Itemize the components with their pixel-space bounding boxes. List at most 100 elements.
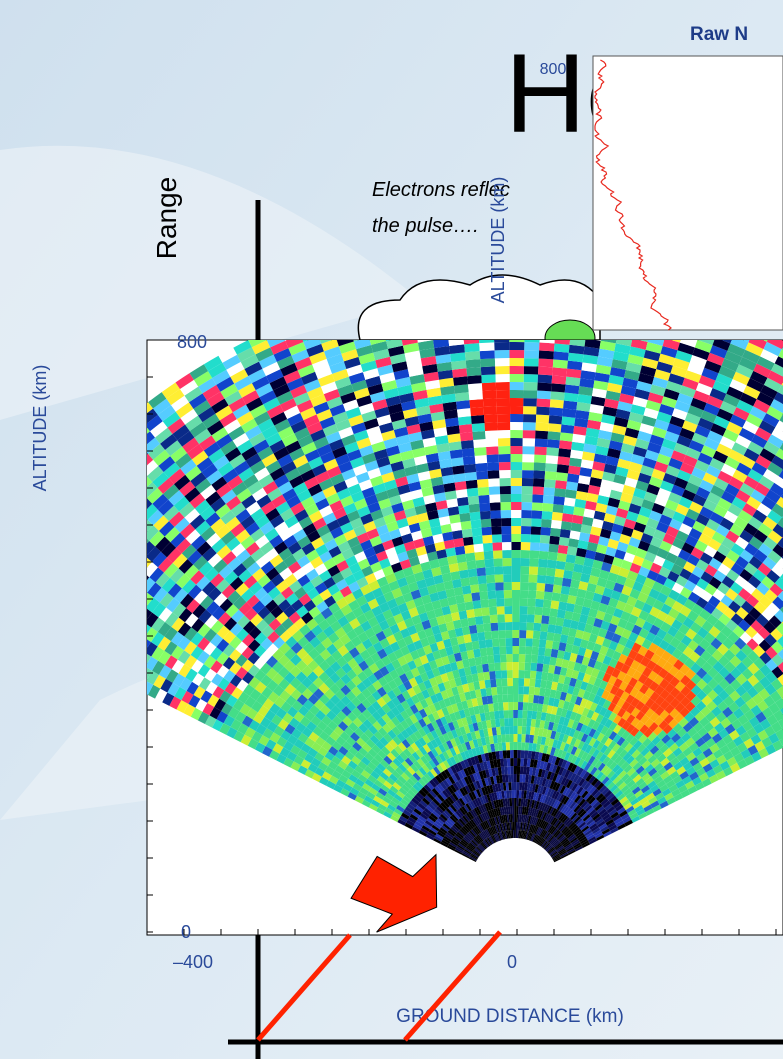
fan-cell [474,544,484,553]
fan-cell [510,750,514,758]
fan-cell [557,456,570,465]
fan-cell [487,583,496,592]
fan-cell [470,584,479,593]
fan-cell [510,446,522,454]
fan-cell [514,766,517,774]
fan-cell [531,663,538,671]
fan-cell [507,662,513,670]
fan-cell [569,587,579,596]
fan-cell [512,622,519,630]
fan-cell [533,631,541,640]
fan-cell [542,664,549,673]
fan-cell [522,726,527,734]
fan-cell [545,584,554,593]
fan-cell [467,560,477,569]
fan-cell [488,470,500,479]
fan-cell [502,686,508,694]
fan-cell [455,595,464,604]
fan-cell [505,630,512,638]
fan-cell [470,512,481,521]
fan-cell [494,558,503,566]
fan-cell [489,671,496,680]
fan-cell [482,390,496,399]
fan-cell [495,358,510,366]
fan-cell [481,656,488,665]
fan-cell [510,398,524,406]
fan-cell [521,518,531,526]
fan-cell [538,359,553,368]
fan-cell [518,686,524,694]
fan-cell [507,670,513,678]
fan-cell [539,351,554,360]
fan-cell [475,551,485,560]
fan-cell [524,342,539,350]
fan-cell [544,479,556,488]
fan-cell [543,656,550,665]
fan-cell [465,472,477,481]
fan-cell [547,560,557,569]
fan-cell [511,494,522,502]
fan-cell [566,481,578,491]
fan-cell [521,526,531,534]
fan-cell [486,446,498,455]
fan-cell [485,430,498,439]
fan-cell [512,574,521,582]
fan-cell [533,486,544,495]
fan-cell [481,366,496,375]
fan-cell [510,382,524,390]
fan-cell [572,571,582,581]
fan-cell [512,814,514,822]
fan-cell [556,617,565,626]
fan-cell [570,450,583,460]
fan-cell [559,440,572,449]
fan-cell [548,616,556,625]
fan-cell [561,424,575,433]
fan-cell [468,568,478,577]
fan-cell [512,590,520,598]
fan-cell [485,567,494,576]
fan-cell [450,571,460,581]
fan-cell [532,647,539,656]
fan-cell [509,726,513,734]
fan-cell [513,678,519,686]
fan-cell [500,662,506,670]
fan-cell [492,542,502,550]
fan-cell [503,702,508,710]
fan-cell [537,575,546,584]
fan-cell [495,366,509,374]
fan-cell [532,510,543,519]
fan-cell [457,408,471,417]
fan-cell [531,526,541,535]
fan-cell [526,718,531,726]
fan-cell [491,631,499,640]
fan-cell [505,614,513,622]
fan-cell [534,462,546,471]
fan-cell [522,478,533,486]
fan-cell [545,640,553,649]
fan-cell [464,343,480,352]
fan-cell [524,686,530,694]
fan-cell [552,375,567,384]
fan-cell [495,374,509,382]
fan-cell [533,470,545,479]
fan-cell [553,633,561,642]
fan-cell [513,710,518,718]
fan-cell [549,415,563,424]
slide: He Range Electrons reflec the pulse…. 80… [0,0,783,1059]
fan-cell [476,624,484,633]
fan-cell [529,574,538,582]
fan-cell [462,529,473,538]
fan-cell [448,506,460,516]
fan-cell [508,774,511,782]
fan-cell [514,774,517,782]
fan-cell [525,654,532,662]
fan-cell [506,742,510,750]
fan-cell [479,640,487,649]
fan-cell [513,734,517,742]
fan-cell [465,601,474,610]
fan-cell [490,615,498,624]
fan-cell [548,423,561,432]
fan-cell [455,481,467,490]
fan-cell [469,504,480,513]
fan-cell [452,579,462,588]
